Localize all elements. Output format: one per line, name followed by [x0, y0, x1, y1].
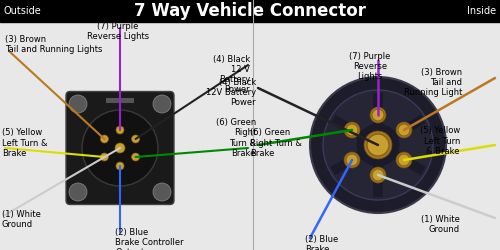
Bar — [0, 0, 500, 22]
Text: (2) Blue
Brake Controller
Output: (2) Blue Brake Controller Output — [115, 228, 184, 250]
Circle shape — [364, 131, 392, 159]
Text: (7) Purple
Reverse
Lights: (7) Purple Reverse Lights — [350, 52, 391, 81]
Circle shape — [372, 109, 384, 121]
Circle shape — [100, 153, 108, 161]
Circle shape — [398, 154, 410, 166]
Text: (4) Black
12V Battery
Power: (4) Black 12V Battery Power — [206, 78, 256, 107]
Text: (5) Yellow
Left Turn &
Brake: (5) Yellow Left Turn & Brake — [2, 128, 48, 158]
Text: (7) Purple
Reverse Lights: (7) Purple Reverse Lights — [87, 22, 149, 41]
Text: (3) Brown
Tail and
Running Light: (3) Brown Tail and Running Light — [404, 68, 462, 97]
Circle shape — [82, 110, 158, 186]
Text: (2) Blue
Brake
Controller
Output: (2) Blue Brake Controller Output — [305, 235, 346, 250]
Circle shape — [69, 95, 87, 113]
Circle shape — [367, 134, 389, 156]
FancyBboxPatch shape — [66, 92, 174, 204]
Circle shape — [310, 77, 446, 213]
Text: (3) Brown
Tail and Running Lights: (3) Brown Tail and Running Lights — [5, 35, 102, 54]
Circle shape — [372, 169, 384, 181]
Circle shape — [116, 162, 124, 170]
Circle shape — [356, 123, 400, 167]
Circle shape — [370, 167, 386, 183]
Text: (1) White
Ground: (1) White Ground — [2, 210, 41, 229]
Circle shape — [396, 152, 412, 168]
Text: Outside: Outside — [4, 6, 42, 16]
Circle shape — [346, 124, 358, 136]
Circle shape — [153, 95, 171, 113]
Circle shape — [100, 135, 108, 143]
Circle shape — [132, 135, 140, 143]
Circle shape — [69, 183, 87, 201]
Text: (5) Yellow
Left Turn
& Brake: (5) Yellow Left Turn & Brake — [420, 126, 460, 156]
Text: (6) Green
Right Turn &
Brake: (6) Green Right Turn & Brake — [250, 128, 302, 158]
Text: (1) White
Ground: (1) White Ground — [421, 215, 460, 234]
Bar — [106, 98, 134, 102]
Circle shape — [115, 143, 125, 153]
Circle shape — [346, 154, 358, 166]
Circle shape — [396, 122, 412, 138]
Circle shape — [344, 152, 360, 168]
Circle shape — [132, 153, 140, 161]
Circle shape — [116, 126, 124, 134]
Circle shape — [398, 124, 410, 136]
Text: 7 Way Vehicle Connector: 7 Way Vehicle Connector — [134, 2, 366, 20]
Text: Inside: Inside — [467, 6, 496, 16]
Text: (4) Black
12 V
Battery
Power: (4) Black 12 V Battery Power — [213, 55, 250, 94]
Text: (6) Green
Right
Turn &
Brake: (6) Green Right Turn & Brake — [216, 118, 256, 158]
Circle shape — [370, 107, 386, 123]
Circle shape — [344, 122, 360, 138]
Circle shape — [323, 90, 433, 200]
Circle shape — [153, 183, 171, 201]
